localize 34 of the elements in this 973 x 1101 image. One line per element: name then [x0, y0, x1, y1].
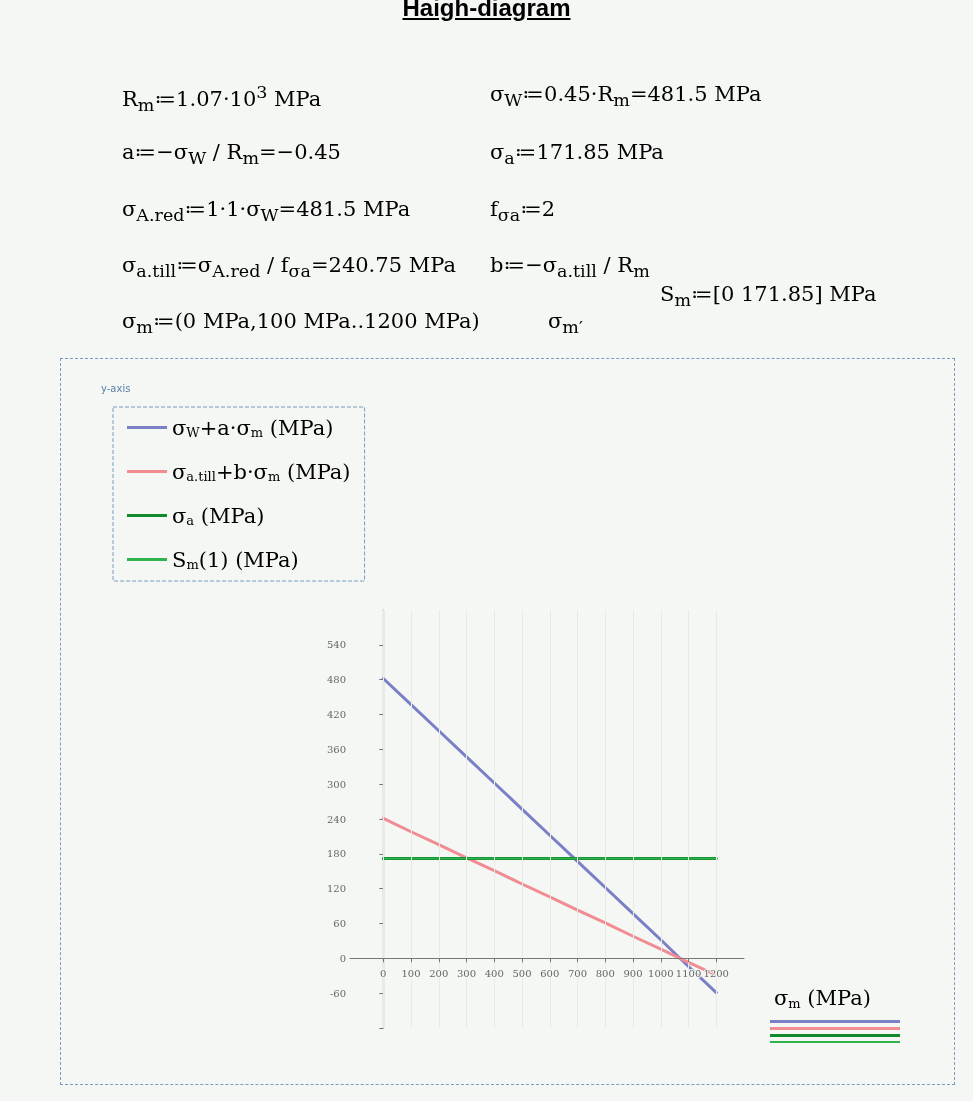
x-tick-label: 1000 [648, 967, 674, 979]
x-tick-label: 200 [429, 967, 449, 979]
text: σ$_{m}$≔(0 MPa,100 MPa..1200 MPa) [122, 309, 480, 338]
y-tick-label: 0 [339, 952, 346, 964]
text: f$_{σa}$≔2 [490, 197, 556, 226]
text: R$_{m}$≔1.07·10$^{3}$ MPa [122, 82, 322, 116]
x-tick-label: 100 [401, 967, 421, 979]
x-tick-label: 400 [484, 967, 504, 979]
y-tick-label: -60 [329, 987, 346, 999]
x-tick-label: 500 [512, 967, 532, 979]
text: a≔−σ$_{W}$ / R$_{m}$=−0.45 [122, 140, 341, 169]
text: b≔−σ$_{a.till}$ / R$_{m}$ [490, 253, 650, 282]
x-tick-label: 900 [623, 967, 643, 979]
y-tick-label: 240 [326, 813, 346, 825]
x-tick-label: 0 [380, 967, 387, 979]
y-tick-label: 120 [326, 883, 346, 895]
y-tick-label: 540 [326, 639, 346, 651]
text: σ$_{W}$≔0.45·R$_{m}$=481.5 MPa [490, 82, 762, 111]
y-tick-label: 60 [333, 918, 346, 929]
text: σ$_{a.till}$≔σ$_{A.red}$ / f$_{σa}$=240.75 MPa [122, 253, 456, 282]
y-tick-label: 360 [326, 743, 346, 755]
text: y-axis [101, 383, 131, 394]
x-tick-label: 800 [595, 967, 615, 979]
text: S$_{m}$≔[0 171.85] MPa [660, 282, 877, 311]
y-tick-label: 180 [326, 848, 346, 860]
x-tick-label: 300 [456, 967, 477, 979]
x-tick-label: 600 [540, 967, 560, 979]
text: σ$_{a}$≔171.85 MPa [490, 140, 664, 169]
text: σ$_{A.red}$≔1·1·σ$_{W}$=481.5 MPa [122, 197, 411, 226]
y-tick-label: 420 [326, 709, 346, 720]
y-tick-label: 300 [326, 778, 346, 790]
text: σ$_{m′}$ [548, 309, 583, 338]
y-tick-label: 480 [326, 674, 346, 686]
x-tick-label: 700 [567, 967, 588, 979]
